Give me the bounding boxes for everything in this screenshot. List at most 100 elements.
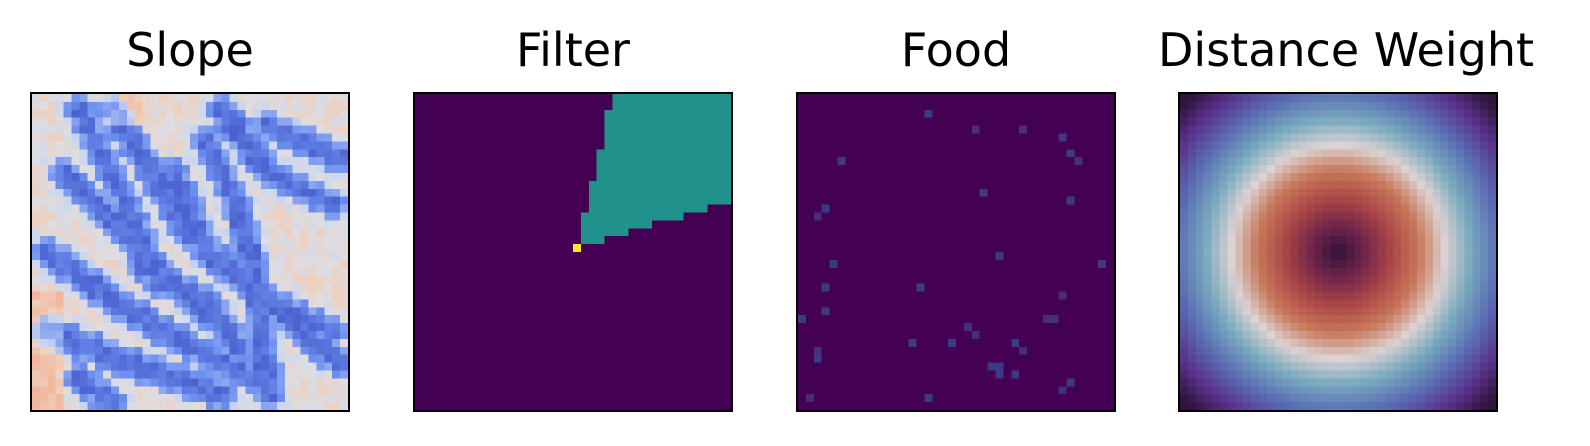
slope-cell (150, 228, 159, 237)
filter-cell (652, 362, 661, 371)
slope-cell (134, 149, 143, 158)
food-cell (813, 362, 822, 371)
food-cell (837, 252, 846, 261)
food-cell (861, 386, 870, 395)
food-cell (861, 315, 870, 324)
food-cell (805, 346, 814, 355)
slope-cell (292, 188, 301, 197)
filter-cell (565, 275, 574, 284)
filter-cell (430, 188, 439, 197)
filter-cell (470, 354, 479, 363)
food-cell (869, 165, 878, 174)
slope-cell (300, 109, 309, 118)
food-cell (924, 362, 933, 371)
food-cell (932, 125, 941, 134)
filter-cell (723, 291, 731, 300)
filter-cell (517, 204, 526, 213)
slope-cell (158, 338, 167, 347)
slope-cell (111, 370, 120, 379)
food-cell (1082, 291, 1091, 300)
food-cell (1027, 394, 1036, 403)
food-cell (963, 331, 972, 340)
filter-cell (573, 204, 582, 213)
food-cell (869, 212, 878, 221)
filter-cell (644, 133, 653, 142)
filter-cell (628, 338, 637, 347)
food-cell (1011, 101, 1020, 110)
filter-cell (636, 259, 645, 268)
food-cell (1042, 212, 1051, 221)
slope-cell (32, 117, 41, 126)
food-cell (963, 275, 972, 284)
filter-cell (470, 228, 479, 237)
filter-cell (470, 117, 479, 126)
slope-cell (308, 236, 317, 245)
filter-cell (659, 141, 668, 150)
food-cell (1066, 165, 1075, 174)
slope-cell (316, 101, 325, 110)
filter-cell (628, 173, 637, 182)
filter-cell (620, 386, 629, 395)
food-cell (1003, 291, 1012, 300)
slope-cell (253, 259, 262, 268)
slope-cell (229, 331, 238, 340)
filter-cell (486, 354, 495, 363)
food-cell (979, 291, 988, 300)
food-cell (956, 149, 965, 158)
slope-cell (134, 346, 143, 355)
slope-cell (182, 370, 191, 379)
slope-cell (63, 275, 72, 284)
food-cell (1082, 109, 1091, 118)
filter-cell (454, 315, 463, 324)
filter-cell (667, 212, 676, 221)
slope-cell (269, 283, 278, 292)
slope-cell (126, 386, 135, 395)
filter-cell (438, 117, 447, 126)
slope-cell (253, 244, 262, 253)
food-cell (940, 180, 949, 189)
distance-weight-cell (1322, 94, 1331, 103)
slope-cell (284, 101, 293, 110)
food-cell (979, 394, 988, 403)
food-cell (1003, 259, 1012, 268)
filter-cell (557, 370, 566, 379)
filter-cell (683, 117, 692, 126)
food-cell (853, 299, 862, 308)
slope-cell (245, 117, 254, 126)
food-cell (1106, 157, 1114, 166)
food-cell (821, 386, 830, 395)
filter-cell (422, 315, 431, 324)
filter-cell (596, 267, 605, 276)
filter-cell (470, 204, 479, 213)
slope-cell (205, 220, 214, 229)
slope-cell (182, 101, 191, 110)
food-cell (916, 299, 925, 308)
slope-cell (261, 299, 270, 308)
filter-cell (415, 307, 424, 316)
filter-cell (667, 180, 676, 189)
slope-cell (142, 94, 151, 103)
distance-weight-cell (1314, 117, 1323, 126)
filter-cell (699, 275, 708, 284)
filter-cell (533, 109, 542, 118)
distance-weight-cell (1259, 125, 1268, 134)
filter-cell (462, 125, 471, 134)
food-cell (1050, 133, 1059, 142)
slope-cell (79, 259, 88, 268)
food-cell (1066, 149, 1075, 158)
food-cell (940, 173, 949, 182)
slope-cell (245, 378, 254, 387)
food-cell (971, 259, 980, 268)
slope-cell (103, 212, 112, 221)
food-cell (861, 370, 870, 379)
filter-cell (675, 275, 684, 284)
food-cell (829, 133, 838, 142)
slope-cell (158, 244, 167, 253)
filter-cell (644, 307, 653, 316)
food-cell (940, 362, 949, 371)
slope-cell (95, 212, 104, 221)
food-cell (1082, 141, 1091, 150)
food-cell (1011, 141, 1020, 150)
filter-cell (588, 362, 597, 371)
distance-weight-cell (1203, 94, 1212, 103)
